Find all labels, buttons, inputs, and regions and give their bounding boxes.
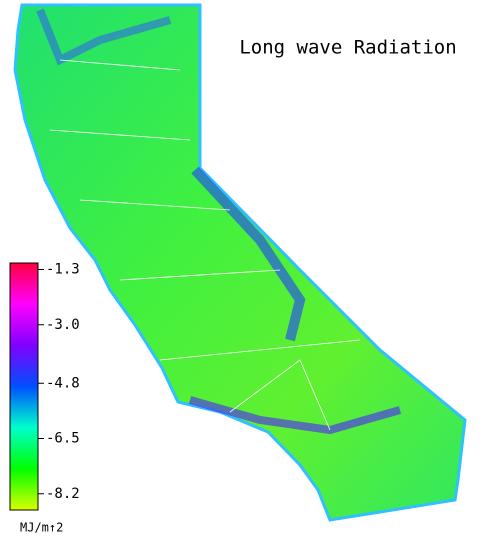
colorbar-unit: MJ/m↑2	[20, 521, 63, 535]
state-shape	[13, 3, 467, 522]
colorbar-tick-label: -8.2	[46, 486, 80, 502]
county-lines	[49, 59, 361, 431]
colorbar	[9, 262, 39, 511]
colorbar-tick-label: -6.5	[46, 431, 80, 447]
colorbar-tick-label: -4.8	[46, 375, 80, 391]
colorbar-tick-label: -1.3	[46, 262, 80, 278]
colorbar-tick-label: -3.0	[46, 317, 80, 333]
california-map	[13, 3, 467, 522]
map-title: Long wave Radiation	[239, 37, 456, 59]
transverse-band	[188, 396, 402, 435]
north-band	[36, 8, 172, 66]
